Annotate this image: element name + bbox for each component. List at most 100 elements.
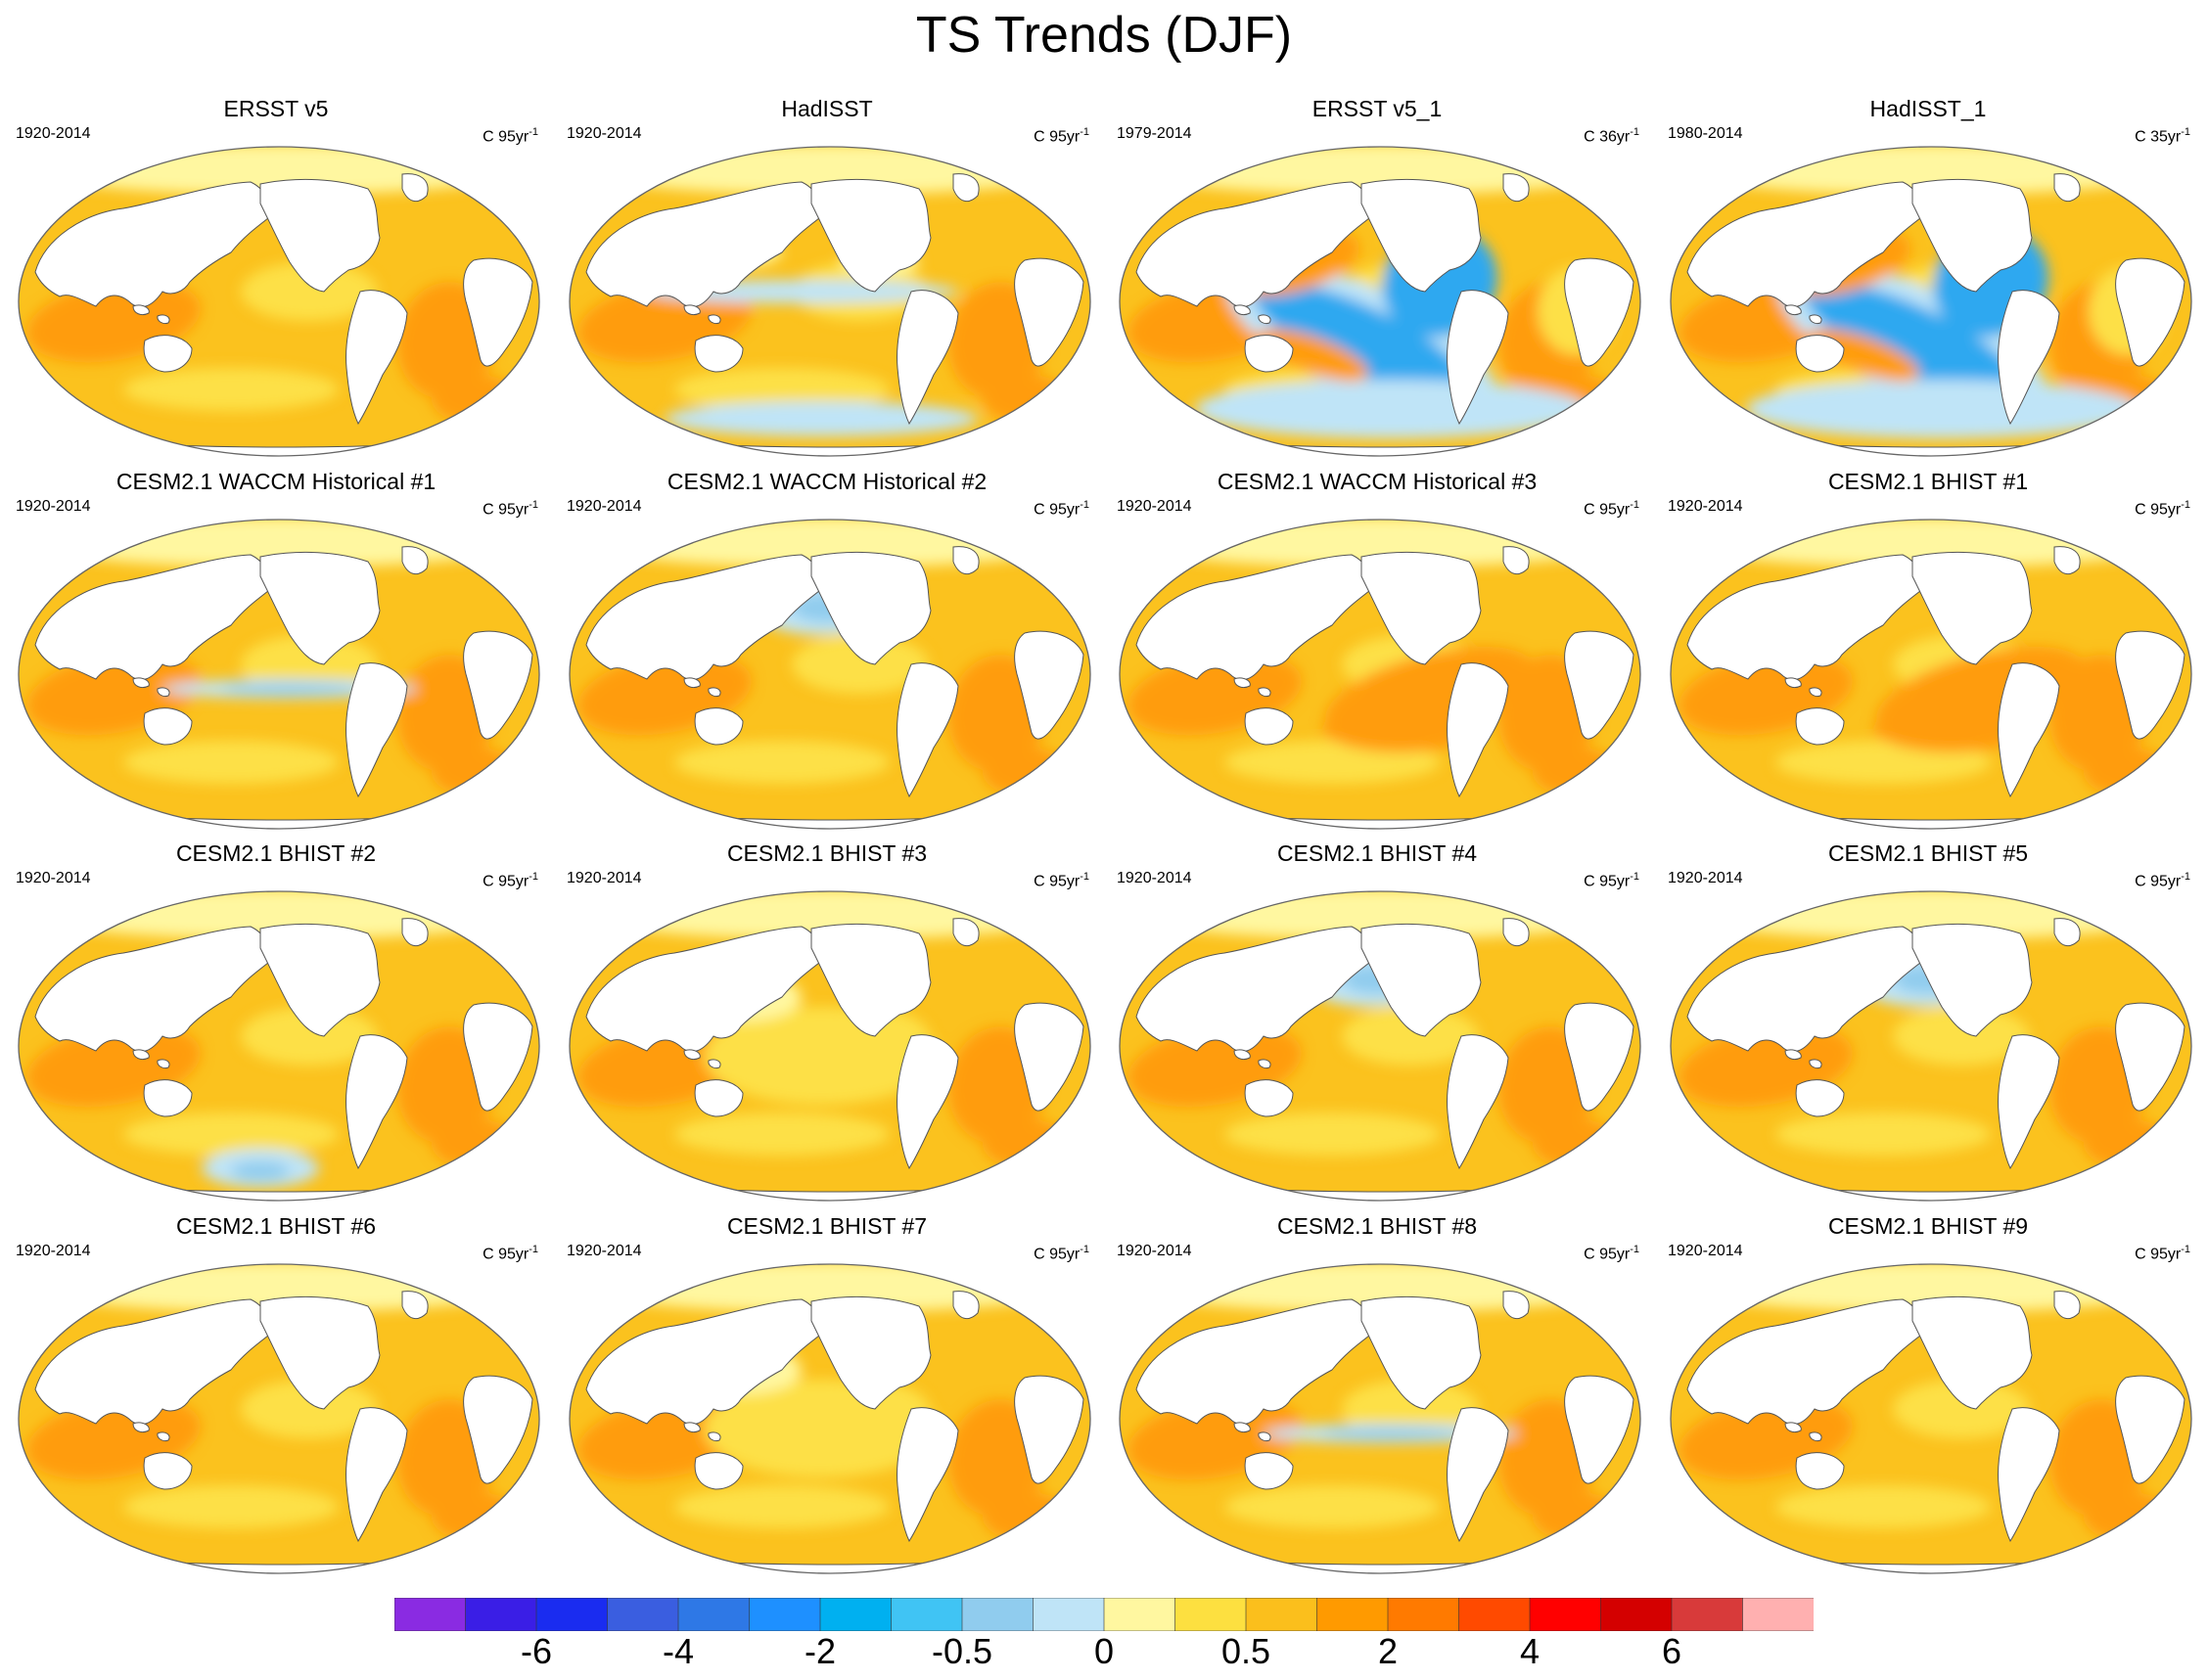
landmass-southAmerica: [897, 662, 959, 798]
landmass-maritime: [1784, 1422, 1822, 1441]
panel-title: CESM2.1 BHIST #8: [1276, 1213, 1478, 1239]
landmass-maritime: [132, 1422, 170, 1441]
panel-title: CESM2.1 BHIST #6: [175, 1213, 377, 1239]
landmass-maritime: [683, 1049, 721, 1068]
trend-region: [665, 401, 978, 436]
landmass-southAmerica: [897, 1034, 959, 1170]
landmass-greenland: [401, 546, 429, 575]
ocean-field: [570, 1264, 1090, 1573]
colorbar-tick-label: -4: [662, 1631, 695, 1671]
globe-outline: [1670, 890, 2192, 1202]
panel-units: C 95yr-1: [1584, 1244, 1639, 1263]
colorbar-tick-label: 4: [1519, 1631, 1541, 1671]
map-panel: CESM2.1 WACCM Historical #1 1920-2014 C 95…: [8, 469, 544, 831]
trend-region: [1533, 1492, 1621, 1541]
panel-title: CESM2.1 BHIST #1: [1827, 469, 2029, 494]
globe-outline: [1119, 146, 1641, 457]
trend-region: [231, 1161, 290, 1181]
globe-outline: [1119, 890, 1641, 1202]
landmass-northAmerica: [1911, 1295, 2033, 1410]
trend-region: [241, 635, 378, 694]
landmass-australia: [1244, 1452, 1294, 1490]
landmass-greenland: [401, 173, 429, 203]
landmass-northAmerica: [259, 1295, 381, 1410]
landmass-africa: [2115, 1002, 2185, 1112]
trend-anomalies: [1127, 520, 1625, 796]
landmass-africa: [1564, 630, 1634, 740]
globe-outline: [569, 890, 1091, 1202]
landmass-greenland: [2053, 546, 2081, 575]
landmass-southAmerica: [1998, 1034, 2060, 1170]
trend-region: [2084, 748, 2172, 796]
map-panel: CESM2.1 BHIST #4 1920-2014 C 95yr-1: [1109, 840, 1645, 1203]
landmass-northAmerica: [259, 551, 381, 665]
panel-units: C 95yr-1: [1034, 126, 1089, 146]
landmass-africa: [463, 257, 533, 367]
trend-region: [1224, 1112, 1440, 1156]
colorbar-segment: [1174, 1598, 1247, 1631]
landmass-southAmerica: [345, 1407, 408, 1543]
panel-title: CESM2.1 BHIST #5: [1827, 840, 2029, 866]
map-panel: CESM2.1 WACCM Historical #2 1920-2014 C 95…: [559, 469, 1095, 831]
panel-units: C 95yr-1: [483, 499, 538, 519]
trend-region: [241, 1007, 378, 1066]
landmass-australia: [1244, 1079, 1294, 1117]
landmass-australia: [694, 335, 744, 373]
colorbar-segment: [819, 1598, 893, 1631]
ocean-field: [1120, 520, 1640, 829]
landmass-northAmerica: [810, 1295, 932, 1410]
landmass-asia: [585, 926, 821, 1053]
panel-units: C 95yr-1: [483, 1244, 538, 1263]
landmass-southAmerica: [897, 1407, 959, 1543]
landmass-asia: [1135, 554, 1371, 681]
panel-units: C 95yr-1: [2135, 871, 2190, 890]
trend-region: [123, 1112, 339, 1156]
landmass-southAmerica: [897, 290, 959, 426]
landmass-maritime: [683, 304, 721, 324]
landmass-maritime: [1784, 677, 1822, 697]
globe-outline: [569, 146, 1091, 457]
landmass-africa: [1014, 1375, 1084, 1484]
trend-region: [674, 368, 890, 411]
panel-period: 1920-2014: [1117, 498, 1192, 515]
colorbar-segment: [891, 1598, 963, 1631]
panel-title: CESM2.1 BHIST #4: [1276, 840, 1478, 866]
landmass-africa: [1014, 257, 1084, 367]
trend-region: [241, 262, 378, 321]
panel-units: C 95yr-1: [483, 126, 538, 146]
colorbar-tick-label: 6: [1661, 1631, 1682, 1671]
map-svg: [1670, 1263, 2192, 1574]
trend-region: [983, 1492, 1071, 1541]
landmass-maritime: [132, 304, 170, 324]
globe-outline: [1670, 1263, 2192, 1574]
trend-region: [1775, 1485, 1991, 1528]
trend-region: [674, 1485, 890, 1528]
colorbar-segment: [1742, 1598, 1814, 1631]
landmass-africa: [1014, 630, 1084, 740]
map-panel: ERSST v5 1920-2014 C 95yr-1: [8, 96, 544, 458]
trend-region: [1342, 1007, 1479, 1066]
landmass-northAmerica: [810, 551, 932, 665]
map-svg: [1670, 890, 2192, 1202]
colorbar-tick-label: 0: [1093, 1631, 1115, 1671]
landmass-southAmerica: [1447, 1034, 1509, 1170]
trend-region: [1342, 1380, 1479, 1438]
map-panel: CESM2.1 BHIST #9 1920-2014 C 95yr-1: [1660, 1213, 2196, 1575]
panel-period: 1920-2014: [1668, 498, 1743, 515]
landmass-greenland: [2053, 918, 2081, 947]
colorbar: [394, 1598, 1814, 1631]
colorbar-tick-label: 2: [1377, 1631, 1399, 1671]
map-panel: CESM2.1 BHIST #5 1920-2014 C 95yr-1: [1660, 840, 2196, 1203]
ocean-field: [1671, 147, 2191, 456]
landmass-asia: [34, 181, 270, 308]
trend-region: [1195, 380, 1587, 438]
trend-region: [1746, 380, 2138, 438]
landmass-maritime: [1233, 1049, 1271, 1068]
trend-region: [123, 368, 339, 411]
panel-title: CESM2.1 BHIST #2: [175, 840, 377, 866]
panel-units: C 95yr-1: [1034, 1244, 1089, 1263]
panel-period: 1920-2014: [1668, 870, 1743, 886]
landmass-maritime: [1784, 304, 1822, 324]
landmass-greenland: [2053, 173, 2081, 203]
map-svg: [1119, 146, 1641, 457]
